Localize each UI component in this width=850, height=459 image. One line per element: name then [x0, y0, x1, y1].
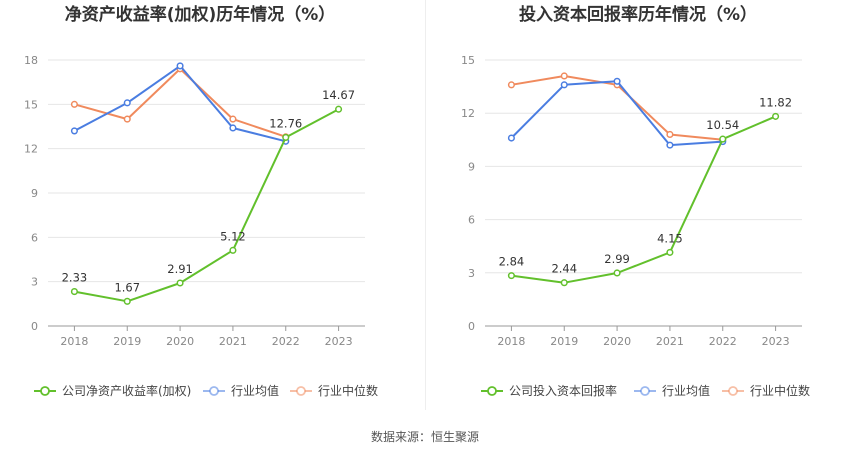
roic-y-tick-label: 3 [468, 267, 475, 280]
legend-marker-icon [40, 386, 50, 396]
roe-series-line-0 [74, 108, 340, 303]
roe-data-point-2 [123, 115, 131, 123]
roic-legend-item-1[interactable]: 行业均值 [634, 383, 710, 398]
roic-x-tick-label: 2023 [762, 335, 790, 348]
roe-legend-item-0[interactable]: 公司净资产收益率(加权) [34, 383, 191, 398]
roic-legend-item-2[interactable]: 行业中位数 [722, 383, 810, 398]
roe-y-tick-label: 18 [24, 54, 38, 67]
roic-data-point-1 [560, 81, 568, 89]
roe-series-line-1 [73, 64, 287, 143]
roe-x-tick-label: 2019 [113, 335, 141, 348]
roe-x-tick-label: 2023 [325, 335, 353, 348]
legend-label: 行业均值 [231, 383, 279, 398]
roic-x-tick-label: 2021 [656, 335, 684, 348]
roe-data-point-1 [70, 127, 78, 135]
roic-data-point-1 [613, 77, 621, 85]
roe-data-label: 5.12 [220, 229, 246, 243]
legend-label: 公司投入资本回报率 [509, 383, 617, 398]
roic-y-tick-label: 15 [461, 54, 475, 67]
roic-data-label: 4.15 [657, 231, 683, 245]
roe-x-tick-label: 2020 [166, 335, 194, 348]
roic-y-tick-label: 12 [461, 107, 475, 120]
roe-data-label: 12.76 [269, 116, 302, 130]
roe-data-point-0 [176, 279, 184, 287]
legend-marker-icon [296, 386, 306, 396]
roe-data-label: 1.67 [114, 280, 140, 294]
roic-data-point-0 [666, 248, 674, 256]
roic-y-tick-label: 0 [468, 320, 475, 333]
roic-data-label: 2.44 [551, 262, 577, 276]
roe-x-tick-label: 2018 [60, 335, 88, 348]
roe-legend-item-2[interactable]: 行业中位数 [290, 383, 378, 398]
roe-chart-title: 净资产收益率(加权)历年情况（%） [65, 4, 336, 25]
roic-legend-item-0[interactable]: 公司投入资本回报率 [481, 383, 617, 398]
roic-y-tick-label: 9 [468, 160, 475, 173]
roe-y-tick-label: 3 [31, 276, 38, 289]
roic-x-tick-label: 2018 [497, 335, 525, 348]
roe-data-label: 14.67 [322, 88, 355, 102]
roe-series-line-2 [74, 67, 287, 138]
roic-data-label: 2.99 [604, 252, 630, 266]
roe-data-label: 2.91 [167, 262, 193, 276]
roe-chart-panel: 净资产收益率(加权)历年情况（%） 0 3 6 9 12 15 18 2018 2019 2020 2… [24, 4, 378, 398]
roic-x-tick-label: 2022 [709, 335, 737, 348]
roe-x-tick-label: 2022 [272, 335, 300, 348]
roic-data-label: 10.54 [706, 118, 739, 132]
roic-data-label: 2.84 [499, 255, 525, 269]
roe-data-point-2 [70, 100, 78, 108]
source-note: 数据来源：恒生聚源 [371, 429, 479, 444]
roic-data-point-2 [560, 72, 568, 80]
roic-data-point-0 [772, 112, 780, 120]
roic-x-tick-label: 2019 [550, 335, 578, 348]
roic-series-line-0 [511, 115, 776, 284]
legend-marker-icon [487, 386, 497, 396]
roic-data-label: 11.82 [759, 95, 792, 109]
roe-legend-item-1[interactable]: 行业均值 [203, 383, 279, 398]
roe-data-point-0 [123, 297, 131, 305]
legend-marker-icon [640, 386, 650, 396]
roe-x-tick-label: 2021 [219, 335, 247, 348]
legend-marker-icon [728, 386, 738, 396]
roe-y-tick-label: 12 [24, 143, 38, 156]
roic-data-point-1 [507, 134, 515, 142]
roe-data-point-1 [123, 99, 131, 107]
roic-x-tick-label: 2020 [603, 335, 631, 348]
legend-marker-icon [209, 386, 219, 396]
roe-y-tick-label: 6 [31, 231, 38, 244]
roe-data-point-0 [229, 246, 237, 254]
roic-data-point-0 [507, 272, 515, 280]
roe-data-point-0 [70, 288, 78, 296]
roe-data-point-0 [335, 105, 343, 113]
legend-label: 行业中位数 [318, 383, 378, 398]
roic-data-point-2 [666, 130, 674, 139]
roe-y-tick-label: 15 [24, 98, 38, 111]
roe-data-point-2 [229, 115, 237, 123]
roic-data-point-0 [719, 135, 727, 143]
roic-data-point-2 [507, 81, 515, 89]
legend-label: 公司净资产收益率(加权) [62, 383, 191, 398]
roic-data-point-1 [666, 141, 674, 149]
roic-chart-title: 投入资本回报率历年情况（%） [519, 4, 757, 25]
roe-data-point-0 [282, 133, 290, 141]
roic-chart-panel: 投入资本回报率历年情况（%） 0 3 6 9 12 15 2018 2019 2020 2021 20… [461, 4, 810, 398]
roe-data-label: 2.33 [62, 271, 88, 285]
roe-y-tick-label: 0 [31, 320, 38, 333]
roe-data-point-1 [176, 62, 184, 70]
roe-y-tick-label: 9 [31, 187, 38, 200]
legend-label: 行业中位数 [750, 383, 810, 398]
roic-y-tick-label: 6 [468, 214, 475, 227]
roic-data-point-0 [613, 269, 621, 277]
roe-data-point-1 [229, 124, 237, 132]
legend-label: 行业均值 [662, 383, 710, 398]
roic-data-point-0 [560, 279, 568, 287]
